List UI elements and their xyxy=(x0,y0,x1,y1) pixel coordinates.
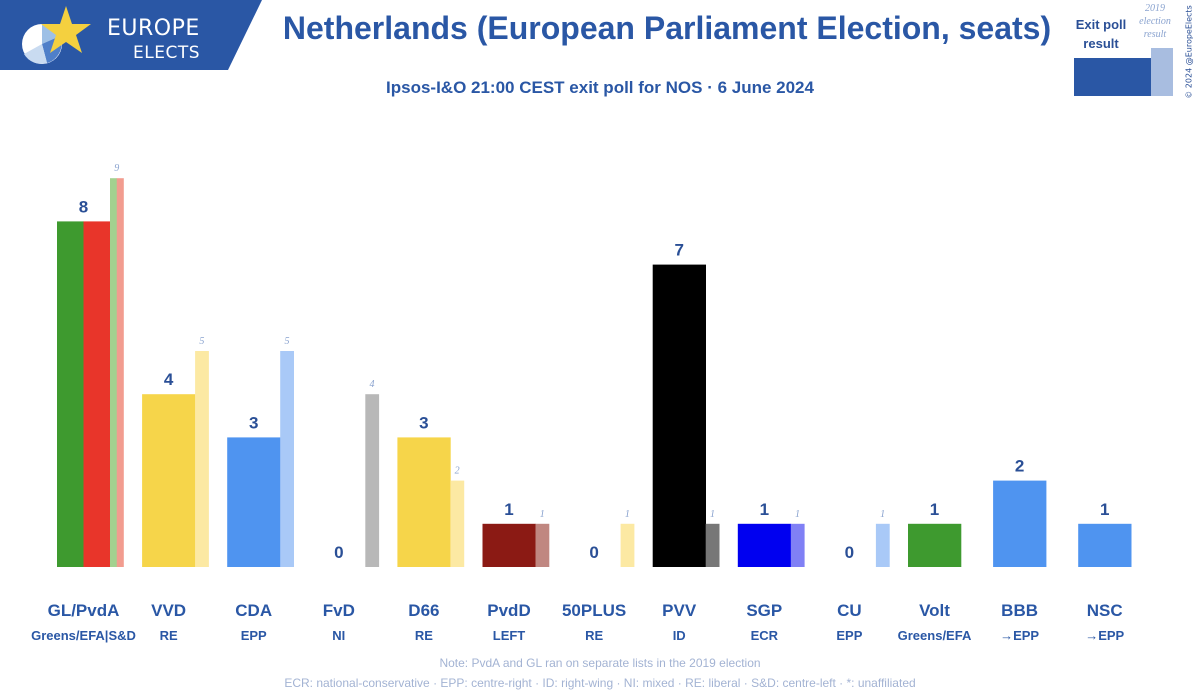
prev-label-50plus: 1 xyxy=(625,509,630,520)
legend-2019-line2: election xyxy=(1139,16,1171,27)
prev-label-cu: 1 xyxy=(880,509,885,520)
bar-cda xyxy=(227,437,281,567)
data-label-pvv: 7 xyxy=(674,241,683,260)
group-label-bbb: →EPP xyxy=(1000,628,1039,643)
bar-pvv xyxy=(652,264,706,567)
data-label-cda: 3 xyxy=(249,413,258,432)
tick-label-vvd: VVD xyxy=(151,601,186,620)
legend-2019-swatch xyxy=(1151,48,1173,96)
bar-pvdd xyxy=(482,523,536,567)
data-label-vvd: 4 xyxy=(164,370,174,389)
chart-subtitle: Ipsos-I&O 21:00 CEST exit poll for NOS ·… xyxy=(386,78,814,97)
prev-bar-vvd xyxy=(195,351,209,567)
prev-bar-gl-pvda-part-2 xyxy=(116,178,124,567)
prev-bar-pvv xyxy=(705,523,720,567)
legend-exit-poll-label: Exit poll result xyxy=(1070,15,1132,53)
group-label-sgp: ECR xyxy=(751,628,779,643)
tick-label-pvv: PVV xyxy=(662,601,697,620)
legend-exit-poll-line1: Exit poll xyxy=(1075,17,1127,32)
prev-bar-50plus xyxy=(620,523,635,567)
tick-label-bbb: BBB xyxy=(1001,601,1038,620)
group-label-cda: EPP xyxy=(241,628,267,643)
prev-label-gl-pvda: 9 xyxy=(114,163,119,174)
data-label-50plus: 0 xyxy=(589,543,598,562)
group-label-pvv: ID xyxy=(673,628,686,643)
prev-bar-cda xyxy=(280,351,294,567)
data-label-gl-pvda: 8 xyxy=(79,197,88,216)
bar-nsc xyxy=(1078,523,1132,567)
group-label-nsc: →EPP xyxy=(1085,628,1124,643)
tick-label-cda: CDA xyxy=(235,601,272,620)
prev-label-sgp: 1 xyxy=(795,509,800,520)
group-label-gl-pvda: Greens/EFA|S&D xyxy=(31,628,136,643)
group-label-volt: Greens/EFA xyxy=(898,628,972,643)
prev-label-d66: 2 xyxy=(455,466,460,477)
bar-gl-pvda-part-1 xyxy=(57,221,84,567)
prev-label-fvd: 4 xyxy=(370,379,375,390)
bar-sgp xyxy=(737,523,792,567)
prev-bar-gl-pvda-part-1 xyxy=(110,178,118,567)
data-label-bbb: 2 xyxy=(1015,457,1024,476)
group-label-fvd: NI xyxy=(332,628,345,643)
data-label-cu: 0 xyxy=(845,543,854,562)
footnote-note: Note: PvdA and GL ran on separate lists … xyxy=(439,656,761,670)
data-label-d66: 3 xyxy=(419,413,428,432)
tick-label-fvd: FvD xyxy=(323,601,355,620)
tick-label-nsc: NSC xyxy=(1087,601,1123,620)
tick-label-volt: Volt xyxy=(919,601,950,620)
legend-2019-line3: result xyxy=(1143,29,1167,40)
bar-vvd xyxy=(142,394,196,567)
tick-label-d66: D66 xyxy=(408,601,439,620)
tick-label-50plus: 50PLUS xyxy=(562,601,626,620)
legend-2019-label: 2019 election result xyxy=(1134,2,1176,41)
prev-bar-cu xyxy=(875,523,890,567)
prev-bar-d66 xyxy=(450,480,465,567)
legend-exit-poll-swatch xyxy=(1074,58,1151,96)
group-label-vvd: RE xyxy=(160,628,178,643)
chart-title: Netherlands (European Parliament Electio… xyxy=(282,10,1052,46)
europe-elects-logo xyxy=(0,0,262,70)
prev-label-cda: 5 xyxy=(284,336,289,347)
tick-label-pvdd: PvdD xyxy=(487,601,530,620)
bar-d66 xyxy=(397,437,451,567)
prev-label-pvv: 1 xyxy=(710,509,715,520)
footnote-abbreviations: ECR: national-conservative · EPP: centre… xyxy=(284,676,916,690)
prev-label-pvdd: 1 xyxy=(540,509,545,520)
prev-bar-sgp xyxy=(790,523,805,567)
logo-text-elects: ELECTS xyxy=(133,43,200,63)
data-label-volt: 1 xyxy=(930,500,939,519)
group-label-d66: RE xyxy=(415,628,433,643)
data-label-fvd: 0 xyxy=(334,543,343,562)
data-label-nsc: 1 xyxy=(1100,500,1109,519)
legend-2019-line1: 2019 xyxy=(1145,3,1165,14)
logo-text-europe: EUROPE xyxy=(107,16,200,41)
data-label-sgp: 1 xyxy=(760,500,769,519)
bar-gl-pvda-part-2 xyxy=(83,221,111,567)
data-label-pvdd: 1 xyxy=(504,500,513,519)
group-label-pvdd: LEFT xyxy=(493,628,526,643)
bar-volt xyxy=(908,523,962,567)
tick-label-gl-pvda: GL/PvdA xyxy=(48,601,120,620)
group-label-50plus: RE xyxy=(585,628,603,643)
tick-label-cu: CU xyxy=(837,601,862,620)
prev-bar-fvd xyxy=(365,394,380,567)
tick-label-sgp: SGP xyxy=(746,601,782,620)
legend-exit-poll-line2: result xyxy=(1083,36,1119,51)
prev-bar-pvdd xyxy=(535,523,550,567)
group-label-cu: EPP xyxy=(836,628,862,643)
bar-bbb xyxy=(993,480,1047,567)
prev-label-vvd: 5 xyxy=(199,336,204,347)
